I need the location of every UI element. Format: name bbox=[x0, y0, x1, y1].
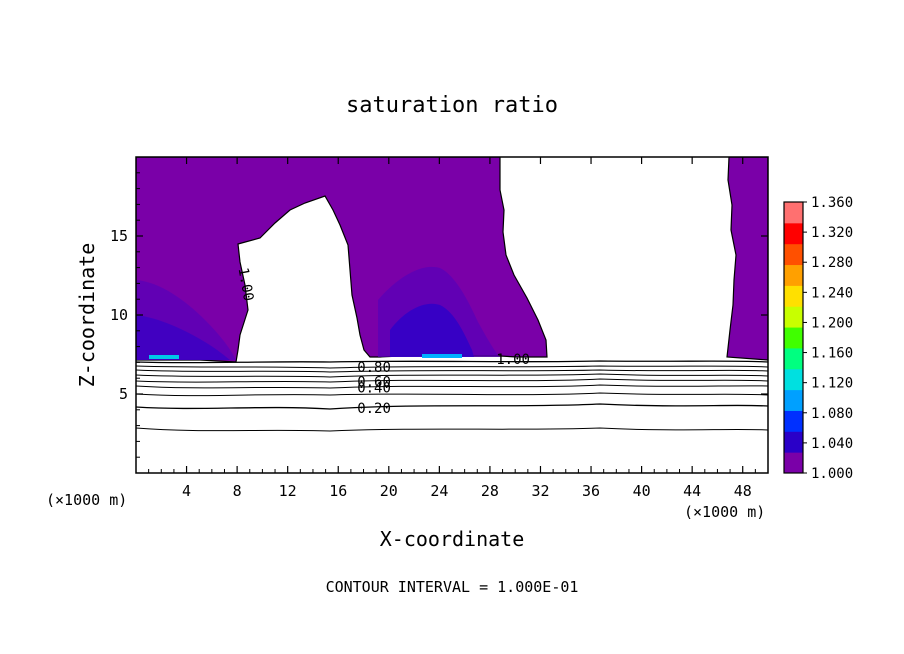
colorbar-segment bbox=[784, 327, 803, 349]
plot-area bbox=[135, 156, 769, 474]
x-tick-label: 32 bbox=[531, 482, 549, 500]
colorbar-tick-label: 1.120 bbox=[811, 376, 853, 392]
colorbar-segment bbox=[784, 389, 803, 411]
x-tick-label: 40 bbox=[633, 482, 651, 500]
x-axis-label: X-coordinate bbox=[380, 527, 525, 551]
x-tick-label: 36 bbox=[582, 482, 600, 500]
x-tick-label: 4 bbox=[182, 482, 191, 500]
colorbar-tick-label: 1.160 bbox=[811, 346, 853, 362]
x-tick-label: 24 bbox=[430, 482, 448, 500]
contour-label: 1.00 bbox=[496, 352, 530, 368]
colorbar-segment bbox=[784, 222, 803, 245]
contour-interval-text: CONTOUR INTERVAL = 1.000E-01 bbox=[326, 578, 579, 596]
contour-label: 0.80 bbox=[357, 360, 391, 376]
chart-title: saturation ratio bbox=[346, 93, 558, 118]
colorbar-tick-label: 1.320 bbox=[811, 225, 853, 241]
x-tick-label: 48 bbox=[734, 482, 752, 500]
contour-label: 0.40 bbox=[357, 381, 391, 397]
y-axis: 5 10 15 bbox=[110, 172, 768, 458]
colorbar-segment bbox=[784, 285, 803, 307]
colorbar-segment bbox=[784, 431, 803, 453]
contour-lines bbox=[136, 360, 768, 432]
peak-left bbox=[149, 355, 179, 359]
x-tick-label: 16 bbox=[329, 482, 347, 500]
x-tick-label: 8 bbox=[233, 482, 242, 500]
colorbar-segment bbox=[784, 243, 803, 266]
colorbar-tick-label: 1.080 bbox=[811, 406, 853, 422]
supersaturated-region-right bbox=[726, 157, 768, 361]
y-axis-label: Z-coordinate bbox=[75, 243, 99, 388]
colorbar-segment bbox=[784, 347, 803, 370]
x-unit-right: (×1000 m) bbox=[684, 503, 765, 521]
x-tick-label: 44 bbox=[683, 482, 701, 500]
colorbar-segment bbox=[784, 264, 803, 286]
x-axis: 4 8 12 16 20 24 28 32 36 40 44 48 bbox=[148, 157, 756, 500]
contour-label: 0.60 bbox=[357, 374, 391, 390]
colorbar-segment bbox=[784, 202, 803, 224]
contour-interval-value: 1.000E-01 bbox=[497, 578, 578, 596]
shade-left-inner bbox=[136, 315, 230, 360]
y-tick-label: 15 bbox=[110, 227, 128, 245]
colorbar-tick-label: 1.000 bbox=[811, 466, 853, 482]
colorbar-tick-label: 1.200 bbox=[811, 315, 853, 331]
y-tick-label: 10 bbox=[110, 306, 128, 324]
colorbar-segment bbox=[784, 410, 803, 432]
x-tick-label: 20 bbox=[380, 482, 398, 500]
colorbar-segment bbox=[784, 306, 803, 328]
peak-mid bbox=[422, 354, 462, 358]
colorbar-tick-label: 1.240 bbox=[811, 285, 853, 301]
colorbar-tick-label: 1.360 bbox=[811, 195, 853, 211]
contour-label-group: 1.00 1.00 0.800.600.40 0.20 bbox=[235, 266, 530, 417]
contour-label: 1.00 bbox=[235, 266, 257, 302]
x-tick-label: 12 bbox=[279, 482, 297, 500]
y-tick-label: 5 bbox=[119, 385, 128, 403]
colorbar-tick-label: 1.040 bbox=[811, 436, 853, 452]
colorbar-segment bbox=[784, 368, 803, 391]
x-tick-label: 28 bbox=[481, 482, 499, 500]
colorbar-segment bbox=[784, 452, 803, 474]
contour-interval-label: CONTOUR INTERVAL = bbox=[326, 578, 489, 596]
x-unit-left: (×1000 m) bbox=[46, 491, 127, 509]
shade-mid-inner bbox=[390, 303, 474, 357]
colorbar-tick-label: 1.280 bbox=[811, 255, 853, 271]
colorbar: 1.360 1.320 1.280 1.240 1.200 1.160 1.120 1.080… bbox=[783, 195, 853, 482]
contour-label: 0.20 bbox=[357, 401, 391, 417]
colorbar-frame bbox=[783, 201, 804, 474]
